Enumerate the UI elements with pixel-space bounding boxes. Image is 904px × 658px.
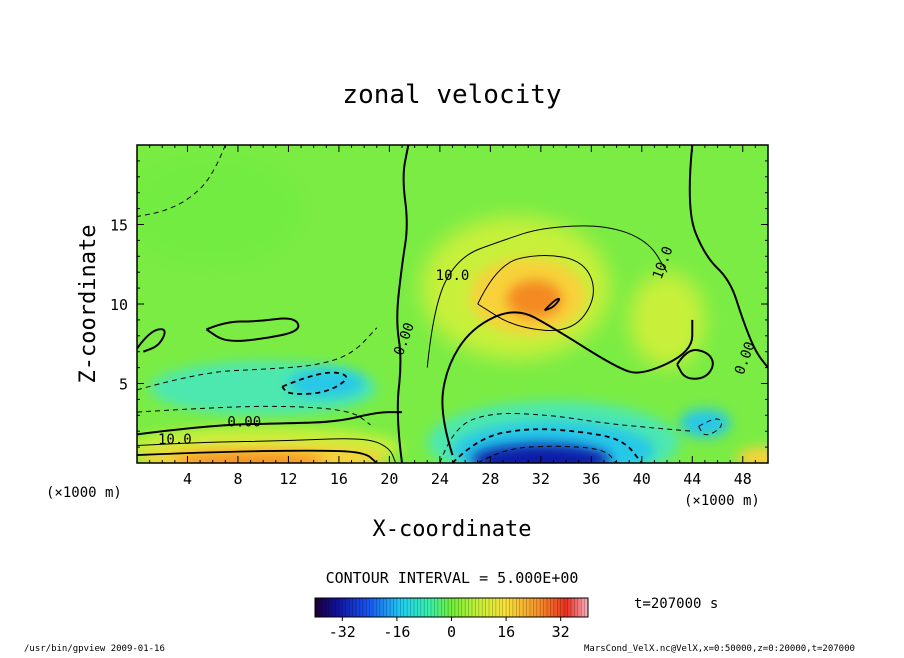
footer-program: /usr/bin/gpview 2009-01-16 bbox=[24, 644, 165, 654]
y-tick-label: 15 bbox=[110, 217, 128, 235]
contour-neg-five-low bbox=[137, 405, 371, 426]
contour-fifteen-surface bbox=[137, 449, 378, 463]
x-tick-label: 24 bbox=[431, 470, 449, 488]
field-return-core bbox=[471, 443, 611, 463]
plot-area bbox=[137, 145, 768, 463]
footer-source: MarsCond_VelX.nc@VelX,x=0:50000,z=0:2000… bbox=[584, 644, 855, 654]
contour-ten-surface bbox=[137, 438, 397, 463]
contour-neg-ten-mid bbox=[281, 371, 347, 395]
contour-label: 10.0 bbox=[158, 432, 192, 448]
y-tick-label: 5 bbox=[119, 376, 128, 394]
contour-east-island bbox=[676, 348, 714, 380]
field-upper-west bbox=[137, 152, 302, 265]
chart-title: zonal velocity bbox=[342, 80, 561, 110]
colorbar-tick-label: 32 bbox=[552, 623, 570, 641]
colorbar-tick-label: -16 bbox=[383, 623, 410, 641]
x-tick-label: 36 bbox=[582, 470, 600, 488]
contour-neg-return-inner bbox=[477, 445, 617, 463]
field-east-negative bbox=[679, 408, 731, 438]
y-tick-label: 10 bbox=[110, 296, 128, 314]
contour-ten-jet bbox=[426, 225, 668, 368]
contour-twenty-jet bbox=[543, 297, 561, 312]
contour-neg-east bbox=[698, 418, 722, 436]
x-unit-label: (×1000 m) bbox=[684, 493, 760, 509]
x-tick-label: 28 bbox=[481, 470, 499, 488]
colorbar-tick-label: -32 bbox=[329, 623, 356, 641]
x-tick-label: 8 bbox=[233, 470, 242, 488]
y-axis-label: Z-coordinate bbox=[76, 225, 101, 384]
x-tick-label: 32 bbox=[532, 470, 550, 488]
contour-neg-five-upper bbox=[137, 145, 226, 218]
contour-zero-east bbox=[688, 145, 768, 369]
contour-zero-west-patch bbox=[205, 317, 300, 342]
contour-neg-return-mid bbox=[451, 428, 643, 463]
contour-zero-west-edge bbox=[137, 328, 166, 353]
contour-neg-five-mid bbox=[137, 327, 378, 391]
z-unit-label: (×1000 m) bbox=[46, 485, 122, 501]
x-axis-label: X-coordinate bbox=[373, 517, 532, 542]
contour-zero-main bbox=[396, 145, 410, 463]
colorbar: -32 -16 0 16 32 bbox=[314, 597, 589, 641]
x-tick-label: 20 bbox=[380, 470, 398, 488]
colorbar-tick-label: 0 bbox=[447, 623, 456, 641]
field-east-positive bbox=[629, 272, 705, 368]
contour-interval-label: CONTOUR INTERVAL = 5.000E+00 bbox=[326, 569, 579, 587]
contour-zero-jet bbox=[441, 311, 694, 456]
contour-label: 0.00 bbox=[227, 414, 261, 430]
field-east-surface bbox=[736, 447, 768, 463]
x-tick-label: 16 bbox=[330, 470, 348, 488]
x-tick-label: 12 bbox=[279, 470, 297, 488]
contour-fifteen-jet bbox=[477, 254, 594, 332]
x-tick-label: 4 bbox=[183, 470, 192, 488]
contour-label: 10.0 bbox=[436, 268, 470, 284]
time-label: t=207000 s bbox=[634, 596, 718, 612]
x-tick-label: 40 bbox=[633, 470, 651, 488]
contour-neg-return-outer bbox=[439, 412, 693, 463]
colorbar-tick-label: 16 bbox=[497, 623, 515, 641]
x-tick-label: 44 bbox=[683, 470, 701, 488]
contour-zero-low bbox=[137, 411, 403, 436]
x-tick-label: 48 bbox=[734, 470, 752, 488]
